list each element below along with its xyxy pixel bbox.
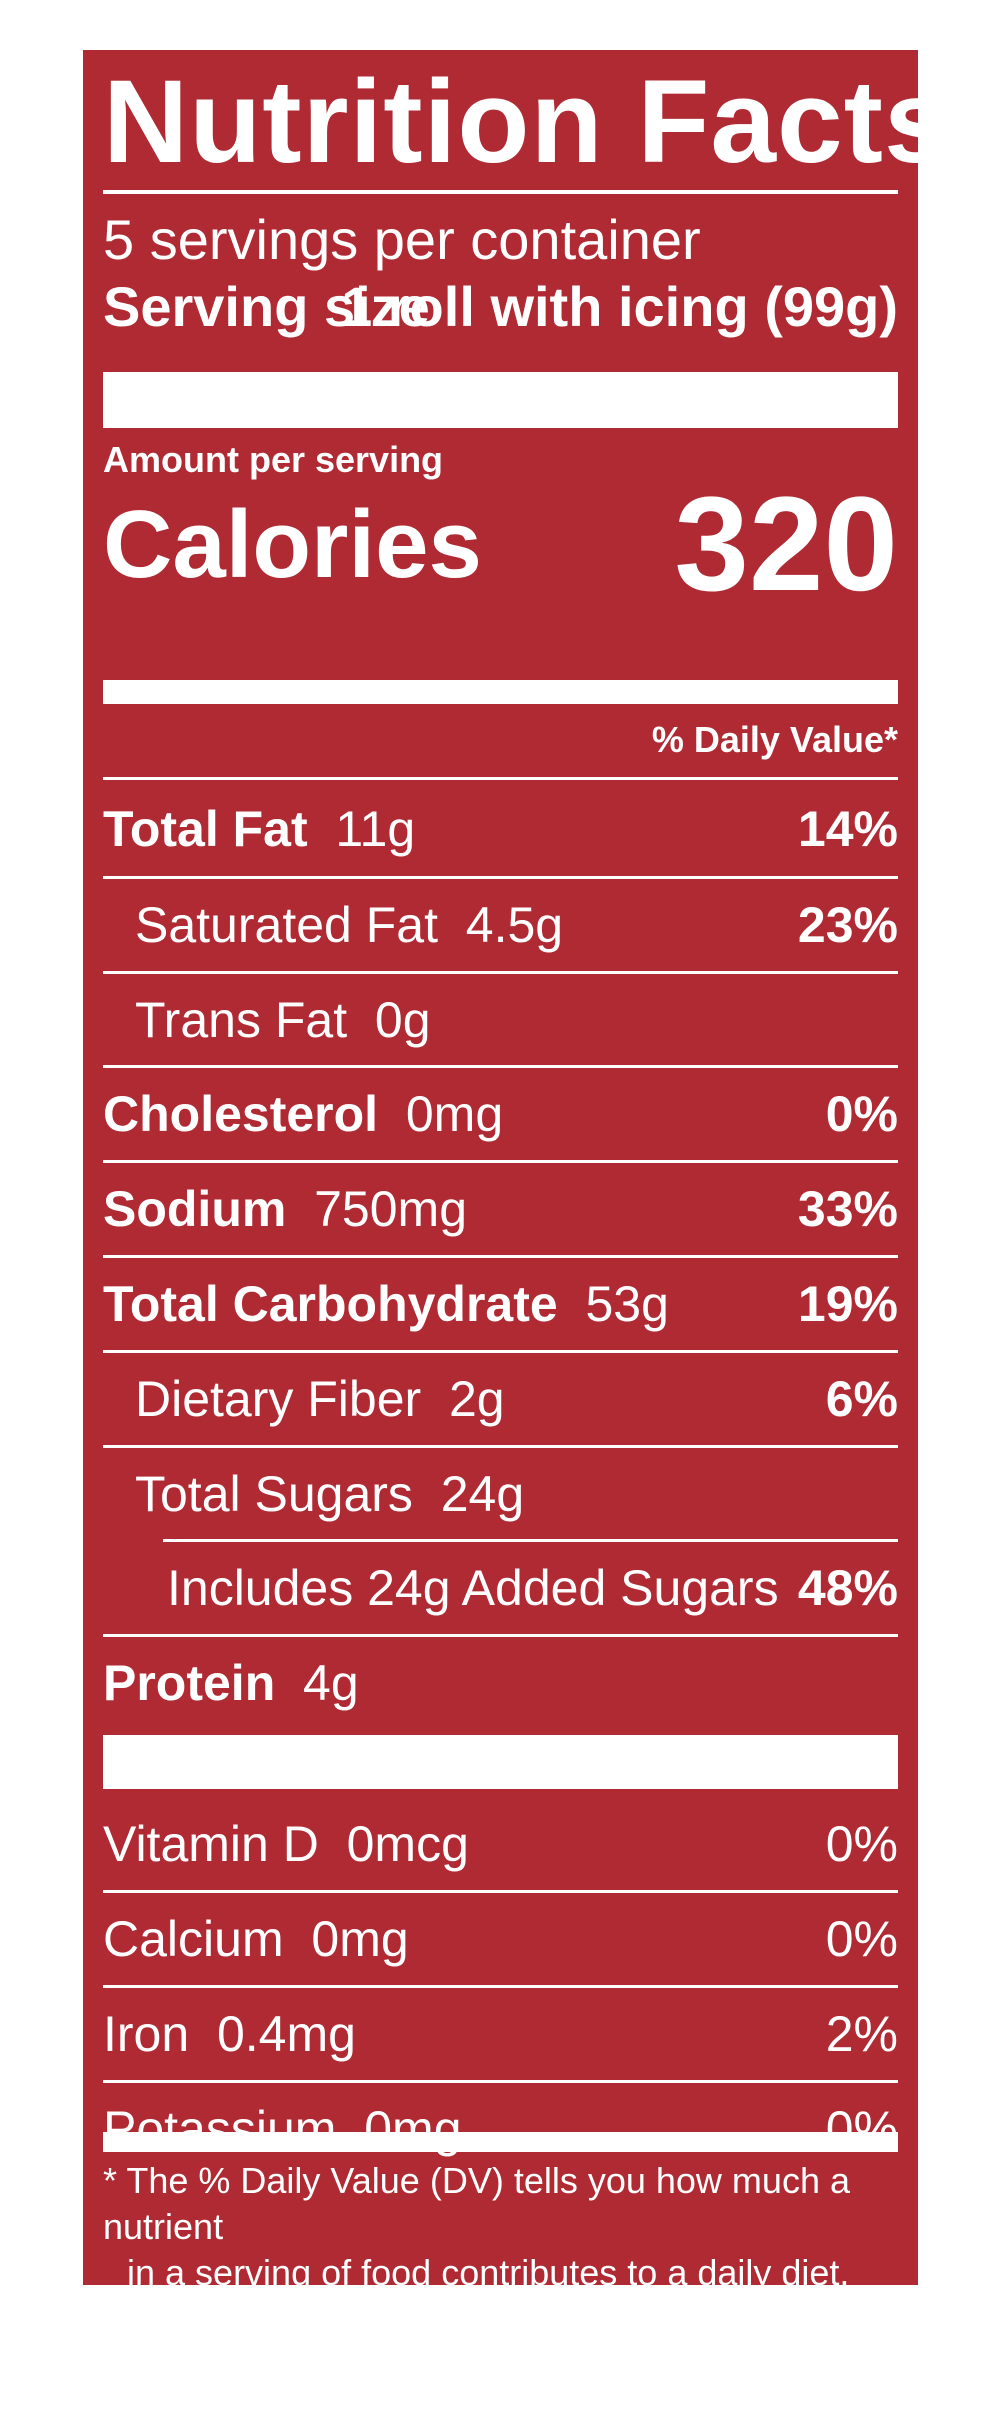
nutrient-name: Includes 24g Added Sugars <box>167 1560 779 1616</box>
nutrient-amount: 0g <box>374 992 431 1048</box>
nutrient-amount: 4.5g <box>465 897 564 953</box>
divider <box>103 777 898 780</box>
divider <box>103 1065 898 1068</box>
micronutrient-row-iron: Iron 0.4mg 2% <box>103 1988 898 2080</box>
nutrient-name: Trans Fat <box>135 992 348 1048</box>
nutrient-name: Total Fat <box>103 801 308 857</box>
nutrient-daily-value: 0% <box>825 1086 898 1142</box>
divider <box>103 1890 898 1893</box>
divider <box>103 1255 898 1258</box>
amount-per-serving: Amount per serving <box>103 439 444 480</box>
divider <box>103 971 898 974</box>
divider <box>103 1634 898 1637</box>
nutrient-row-total-sugars: Total Sugars 24g <box>103 1448 898 1540</box>
micronutrient-row-calcium: Calcium 0mg 0% <box>103 1893 898 1985</box>
servings-per-container: 5 servings per container <box>103 208 701 271</box>
daily-value-header: % Daily Value* <box>651 719 898 760</box>
nutrient-daily-value: 19% <box>797 1276 898 1332</box>
micronutrient-daily-value: 0% <box>825 1911 898 1967</box>
nutrient-amount: 11g <box>335 801 416 857</box>
nutrient-amount: 4g <box>303 1655 359 1711</box>
divider <box>103 1445 898 1448</box>
nutrient-row-sodium: Sodium 750mg 33% <box>103 1163 898 1255</box>
nutrient-name: Dietary Fiber <box>135 1371 422 1427</box>
thick-bar-calories <box>103 680 898 704</box>
divider <box>103 876 898 879</box>
micronutrient-daily-value: 2% <box>825 2006 898 2062</box>
footnote: * The % Daily Value (DV) tells you how m… <box>103 2158 898 2434</box>
nutrient-daily-value: 48% <box>797 1560 898 1616</box>
nutrient-daily-value: 23% <box>797 897 898 953</box>
footnote-line: calories a day is used for general nutri… <box>127 2344 794 2431</box>
nutrient-daily-value: 33% <box>797 1181 898 1237</box>
label-title: Nutrition Facts <box>103 56 951 188</box>
nutrient-row-total-fat: Total Fat 11g 14% <box>103 783 898 875</box>
nutrient-row-saturated-fat: Saturated Fat 4.5g 23% <box>103 879 898 971</box>
nutrient-row-protein: Protein 4g <box>103 1637 898 1729</box>
nutrient-row-trans-fat: Trans Fat 0g <box>103 974 898 1066</box>
panel-content: Nutrition Facts 5 servings per container… <box>103 50 950 2431</box>
nutrient-row-dietary-fiber: Dietary Fiber 2g 6% <box>103 1353 898 1445</box>
serving-size: Serving size 1 roll with icing (99g) <box>103 272 898 342</box>
micronutrient-row-vitamin-d: Vitamin D 0mcg 0% <box>103 1798 898 1890</box>
calories-value: 320 <box>674 470 898 619</box>
micronutrient-amount: 0mcg <box>346 1816 469 1872</box>
nutrient-amount: 750mg <box>314 1181 468 1237</box>
thick-bar-bottom <box>103 2132 898 2152</box>
micronutrient-amount: 0mg <box>311 1911 409 1967</box>
nutrient-name: Total Sugars <box>135 1466 413 1522</box>
nutrient-row-total-carbohydrate: Total Carbohydrate 53g 19% <box>103 1258 898 1350</box>
nutrient-row-added-sugars: Includes 24g Added Sugars 48% <box>103 1542 898 1634</box>
serving-size-label: Serving size <box>103 275 430 338</box>
nutrient-name: Protein <box>103 1655 276 1711</box>
nutrient-amount: 2g <box>448 1371 505 1427</box>
divider <box>103 1160 898 1163</box>
nutrient-name: Total Carbohydrate <box>103 1276 558 1332</box>
serving-size-value: 1 roll with icing (99g) <box>341 275 898 338</box>
title-rule <box>103 190 898 194</box>
nutrient-amount: 0mg <box>405 1086 504 1142</box>
nutrient-amount: 24g <box>440 1466 525 1522</box>
divider <box>103 1985 898 1988</box>
micronutrient-daily-value: 0% <box>825 1816 898 1872</box>
nutrient-name: Sodium <box>103 1181 287 1237</box>
footnote-line: in a serving of food contributes to a da… <box>127 2252 850 2339</box>
micronutrient-name: Calcium <box>103 1911 284 1967</box>
footnote-line: * The % Daily Value (DV) tells you how m… <box>103 2160 850 2247</box>
divider <box>163 1539 898 1542</box>
nutrient-daily-value: 6% <box>825 1371 898 1427</box>
nutrient-name: Cholesterol <box>103 1086 379 1142</box>
calories-label: Calories <box>103 491 482 598</box>
divider <box>103 2080 898 2083</box>
nutrient-daily-value: 14% <box>797 801 898 857</box>
nutrient-name: Saturated Fat <box>135 897 438 953</box>
micronutrient-name: Vitamin D <box>103 1816 319 1872</box>
micronutrient-amount: 0.4mg <box>216 2006 356 2062</box>
micronutrient-name: Iron <box>103 2006 190 2062</box>
thick-bar-micros <box>103 1735 898 1789</box>
nutrient-row-cholesterol: Cholesterol 0mg 0% <box>103 1068 898 1160</box>
nutrient-amount: 53g <box>585 1276 669 1332</box>
nutrition-facts-panel: Nutrition Facts 5 servings per container… <box>83 50 950 2431</box>
divider <box>103 1350 898 1353</box>
thick-bar-top <box>103 372 898 428</box>
